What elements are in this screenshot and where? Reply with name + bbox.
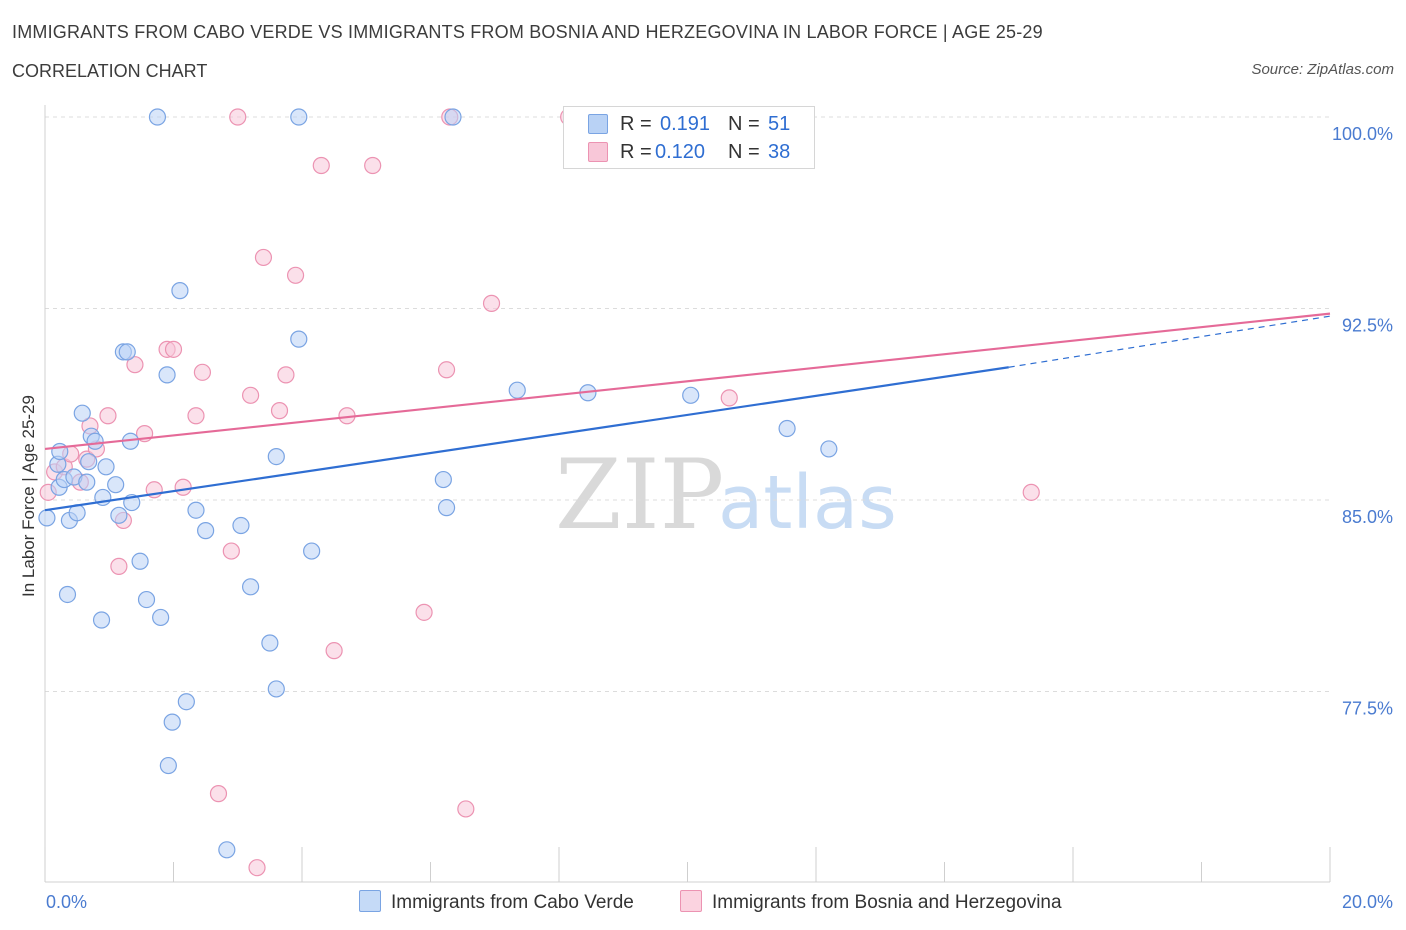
legend-r-value: 0.120 [655, 141, 706, 163]
point-cabo-verde [290, 330, 308, 348]
legend-n-value: 51 [768, 113, 791, 135]
point-bosnia [164, 340, 183, 358]
point-cabo-verde [110, 506, 128, 524]
point-bosnia [187, 407, 205, 425]
bottom-legend-swatch-pink [680, 890, 702, 912]
bottom-legend-label: Immigrants from Bosnia and Herzegovina [712, 892, 1062, 913]
source-label: Source: ZipAtlas.com [1251, 61, 1394, 78]
y-tick-label: 77.5% [1342, 699, 1393, 719]
point-cabo-verde [242, 578, 260, 596]
bottom-legend-cabo-verde: Immigrants from Cabo Verde [359, 890, 634, 914]
point-cabo-verde [682, 386, 700, 404]
point-bosnia [229, 108, 247, 126]
watermark-atlas: atlas [718, 460, 897, 546]
point-bosnia [457, 800, 475, 818]
point-cabo-verde [73, 404, 91, 422]
point-cabo-verde [218, 841, 236, 859]
point-cabo-verde [187, 501, 205, 519]
legend-n-value: 38 [768, 141, 791, 163]
point-cabo-verde [437, 499, 456, 517]
point-cabo-verde [171, 282, 189, 300]
x-tick-label: 0.0% [46, 892, 87, 912]
point-cabo-verde [80, 453, 98, 471]
point-cabo-verde [163, 713, 181, 731]
y-tick-label: 85.0% [1342, 507, 1393, 527]
point-cabo-verde [820, 440, 838, 458]
trendline-bosnia [44, 312, 1331, 451]
legend-n-label: N = [728, 113, 760, 135]
point-cabo-verde [118, 343, 136, 361]
point-bosnia [437, 361, 456, 379]
point-bosnia [364, 156, 382, 175]
bottom-legend-label: Immigrants from Cabo Verde [391, 892, 634, 913]
point-cabo-verde [58, 585, 77, 604]
x-tick-label: 20.0% [1342, 892, 1393, 912]
point-bosnia [99, 407, 117, 425]
point-bosnia [720, 389, 738, 407]
point-cabo-verde [232, 516, 250, 535]
point-cabo-verde [137, 590, 156, 609]
point-cabo-verde [97, 458, 115, 476]
point-cabo-verde [107, 476, 125, 494]
point-bosnia [312, 156, 330, 175]
point-cabo-verde [78, 473, 96, 491]
point-cabo-verde [38, 509, 56, 527]
point-bosnia [286, 266, 305, 284]
point-cabo-verde [261, 634, 279, 652]
legend-n-label: N = [728, 141, 760, 163]
point-bosnia [110, 557, 128, 575]
point-bosnia [126, 356, 144, 374]
legend-r-label: R = [620, 141, 652, 163]
chart-subtitle: CORRELATION CHART [12, 61, 208, 81]
point-cabo-verde [267, 680, 285, 698]
correlation-legend: R = 0.191 N = 51 R = 0.120 N = 38 [563, 106, 815, 169]
point-bosnia [248, 859, 266, 877]
point-cabo-verde [158, 366, 176, 384]
point-cabo-verde [290, 108, 308, 126]
point-bosnia [415, 603, 433, 621]
point-bosnia [254, 248, 273, 267]
point-cabo-verde [177, 693, 195, 711]
bottom-legend-swatch-blue [359, 890, 381, 912]
point-cabo-verde [267, 447, 285, 466]
legend-swatch-pink [588, 142, 608, 162]
point-cabo-verde [778, 419, 796, 438]
trendline-cabo-verde [44, 366, 1009, 512]
y-tick-label: 100.0% [1332, 124, 1393, 144]
point-cabo-verde [159, 756, 177, 775]
bottom-legend-bosnia: Immigrants from Bosnia and Herzegovina [680, 890, 1062, 914]
point-cabo-verde [444, 108, 462, 126]
point-cabo-verde [131, 552, 149, 570]
legend-swatch-blue [588, 114, 608, 134]
chart-title: IMMIGRANTS FROM CABO VERDE VS IMMIGRANTS… [12, 22, 1043, 42]
point-cabo-verde [508, 381, 526, 399]
point-cabo-verde [152, 608, 170, 627]
point-cabo-verde [86, 432, 104, 450]
point-cabo-verde [92, 611, 111, 629]
point-cabo-verde [197, 522, 215, 540]
point-bosnia [209, 785, 228, 803]
watermark-zip: ZIP [555, 439, 724, 551]
point-cabo-verde [434, 470, 452, 489]
point-bosnia [482, 294, 501, 312]
point-bosnia [277, 366, 295, 384]
point-bosnia [193, 363, 212, 381]
point-bosnia [325, 642, 343, 660]
point-bosnia [1022, 483, 1040, 501]
legend-r-label: R = [620, 113, 652, 135]
point-bosnia [270, 402, 289, 420]
point-bosnia [174, 478, 192, 496]
point-cabo-verde [303, 542, 321, 560]
y-tick-label: 92.5% [1342, 316, 1393, 336]
point-bosnia [222, 542, 240, 560]
point-bosnia [242, 386, 260, 404]
legend-r-value: 0.191 [660, 113, 711, 135]
point-cabo-verde [148, 108, 167, 126]
